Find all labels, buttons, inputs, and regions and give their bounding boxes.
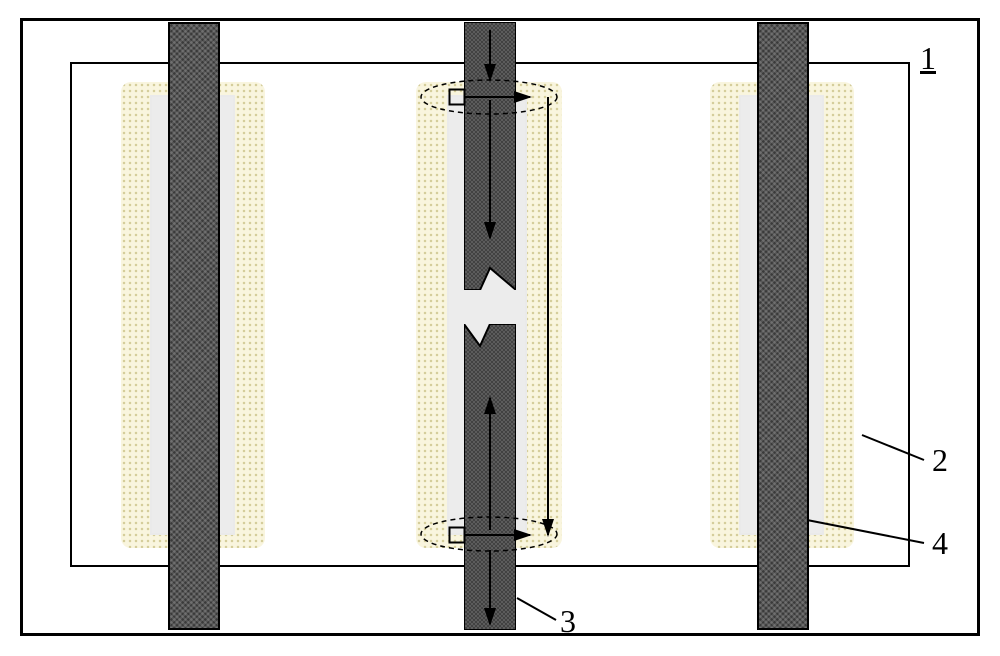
dark-bar-center-lower bbox=[464, 324, 516, 630]
dark-bar-left bbox=[168, 22, 220, 630]
label-3: 3 bbox=[560, 603, 576, 640]
label-2: 2 bbox=[932, 442, 948, 479]
label-1: 1 bbox=[920, 40, 936, 77]
dark-bar-right bbox=[757, 22, 809, 630]
dark-bar-center-upper bbox=[464, 22, 516, 290]
label-4: 4 bbox=[932, 525, 948, 562]
